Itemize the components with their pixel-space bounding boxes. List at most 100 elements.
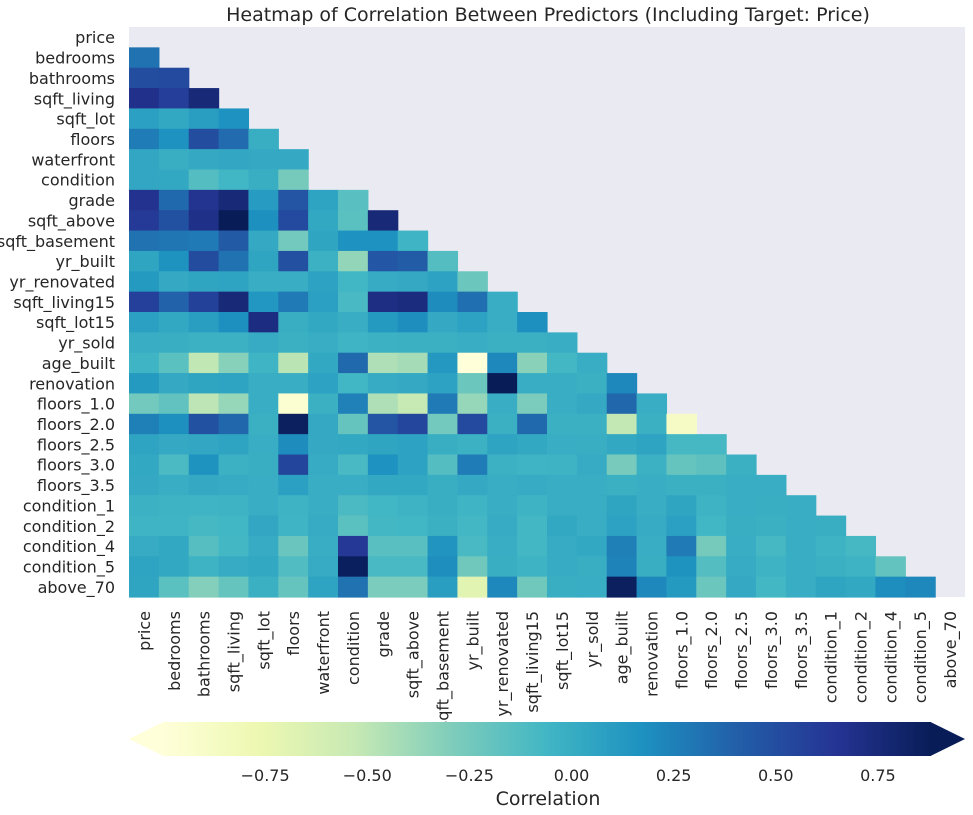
- heatmap-cell-above_70-floors_2.5: [726, 576, 757, 598]
- heatmap-cell-floors_2.5-renovation: [636, 434, 668, 456]
- heatmap-cell-renovation-sqft_basement: [427, 373, 459, 395]
- heatmap-cell-condition_2-sqft_above: [397, 515, 429, 537]
- heatmap-cell-floors_2.5-floors_2.0: [696, 434, 727, 456]
- heatmap-cell-condition_2-yr_sold: [576, 515, 608, 537]
- heatmap-cell-floors_2.0-floors_1.0: [666, 413, 697, 435]
- heatmap-cell-floors_3.0-yr_renovated: [487, 454, 518, 476]
- heatmap-cell-yr_built-bathrooms: [188, 250, 220, 272]
- heatmap-cell-condition_5-grade: [367, 556, 399, 578]
- heatmap-cell-renovation-yr_built: [457, 373, 488, 395]
- heatmap-cell-floors_2.5-grade: [367, 434, 399, 456]
- column-label-grade: grade: [374, 611, 393, 658]
- column-label-floors: floors: [284, 611, 303, 656]
- heatmap-cell-floors_3.0-renovation: [636, 454, 668, 476]
- heatmap-cell-floors_2.0-sqft_living: [218, 413, 250, 435]
- heatmap-cell-floors_2.0-sqft_lot: [248, 413, 279, 435]
- heatmap-cell-condition-sqft_living: [218, 169, 250, 191]
- heatmap-cell-age_built-sqft_living15: [517, 352, 548, 374]
- heatmap-cell-condition_2-floors_2.5: [726, 515, 757, 537]
- heatmap-cell-floors_2.0-price: [129, 413, 160, 435]
- column-label-sqft_lot: sqft_lot: [254, 611, 274, 670]
- row-label-renovation: renovation: [29, 374, 115, 393]
- heatmap-cell-condition_1-grade: [367, 495, 399, 517]
- heatmap-cell-condition_5-condition_4: [875, 556, 906, 578]
- heatmap-cell-yr_renovated-condition: [338, 271, 369, 293]
- heatmap-cell-condition_1-condition: [338, 495, 369, 517]
- heatmap-cell-floors_1.0-sqft_lot15: [547, 393, 578, 415]
- heatmap-cell-condition_1-bathrooms: [188, 495, 220, 517]
- heatmap-cell-waterfront-bedrooms: [158, 149, 190, 171]
- heatmap-cell-yr_built-floors: [278, 250, 309, 272]
- heatmap-cell-floors_1.0-grade: [367, 393, 399, 415]
- heatmap-cell-condition_1-floors: [278, 495, 309, 517]
- row-label-price: price: [75, 28, 115, 47]
- heatmap-cell-yr_renovated-sqft_basement: [427, 271, 459, 293]
- heatmap-cell-condition_1-sqft_living15: [517, 495, 548, 517]
- heatmap-cell-condition_5-condition_2: [845, 556, 877, 578]
- heatmap-cell-condition_4-sqft_lot: [248, 535, 279, 557]
- heatmap-cell-renovation-price: [129, 373, 160, 395]
- column-label-floors_3.0: floors_3.0: [762, 611, 782, 689]
- heatmap-cell-condition_5-sqft_lot: [248, 556, 279, 578]
- heatmap-cell-grade-sqft_lot: [248, 189, 279, 211]
- heatmap-cell-renovation-condition: [338, 373, 369, 395]
- heatmap-cell-condition_2-condition: [338, 515, 369, 537]
- heatmap-cell-condition_1-sqft_lot: [248, 495, 279, 517]
- heatmap-cell-renovation-bedrooms: [158, 373, 190, 395]
- heatmap-cell-floors_2.0-waterfront: [308, 413, 339, 435]
- heatmap-cell-condition_2-sqft_basement: [427, 515, 459, 537]
- heatmap-cell-condition_4-sqft_above: [397, 535, 429, 557]
- heatmap-cell-above_70-condition_1: [815, 576, 847, 598]
- row-label-condition: condition: [41, 171, 115, 190]
- heatmap-cell-above_70-floors_1.0: [666, 576, 697, 598]
- row-label-condition_1: condition_1: [23, 496, 115, 516]
- row-label-floors: floors: [70, 130, 115, 149]
- heatmap-cell-floors_2.0-sqft_lot15: [547, 413, 578, 435]
- heatmap-cell-floors_2.5-yr_sold: [576, 434, 608, 456]
- heatmap-cell-condition_1-renovation: [636, 495, 668, 517]
- heatmap-cell-floors_3.0-yr_built: [457, 454, 488, 476]
- heatmap-cell-age_built-yr_built: [457, 352, 488, 374]
- heatmap-cell-floors_3.5-sqft_living15: [517, 474, 548, 496]
- heatmap-cell-sqft_basement-condition: [338, 230, 369, 252]
- heatmap-cell-condition_5-sqft_living: [218, 556, 250, 578]
- heatmap-cell-floors_3.5-yr_built: [457, 474, 488, 496]
- heatmap-cell-condition_5-bedrooms: [158, 556, 190, 578]
- heatmap-cell-condition_4-floors_3.0: [756, 535, 787, 557]
- heatmap-cell-floors_2.5-floors_1.0: [666, 434, 697, 456]
- heatmap-cell-above_70-floors_3.0: [756, 576, 787, 598]
- heatmap-cell-floors_3.0-floors_2.0: [696, 454, 727, 476]
- heatmap-cell-floors_3.5-floors: [278, 474, 309, 496]
- heatmap-cell-condition_2-bedrooms: [158, 515, 190, 537]
- row-label-condition_2: condition_2: [23, 517, 115, 537]
- heatmap-cell-floors_3.5-floors_2.0: [696, 474, 727, 496]
- column-label-price: price: [135, 611, 154, 651]
- colorbar-tick-label: 0.50: [758, 766, 794, 785]
- heatmap-cell-renovation-age_built: [606, 373, 638, 395]
- heatmap-cell-sqft_living-price: [129, 88, 160, 110]
- heatmap-cell-sqft_above-sqft_lot: [248, 210, 279, 232]
- heatmap-cell-above_70-price: [129, 576, 160, 598]
- heatmap-cell-yr_renovated-yr_built: [457, 271, 488, 293]
- heatmap-cell-sqft_above-waterfront: [308, 210, 339, 232]
- heatmap-cell-sqft_above-grade: [367, 210, 399, 232]
- heatmap-cell-floors_2.5-bedrooms: [158, 434, 190, 456]
- column-label-bathrooms: bathrooms: [195, 611, 214, 697]
- heatmap-cell-condition_2-floors_1.0: [666, 515, 697, 537]
- heatmap-cell-floors_2.0-age_built: [606, 413, 638, 435]
- heatmap-cell-floors_3.0-waterfront: [308, 454, 339, 476]
- heatmap-cell-floors_2.5-sqft_lot15: [547, 434, 578, 456]
- heatmap-cell-yr_sold-yr_renovated: [487, 332, 518, 354]
- colorbar: −0.75 −0.50 −0.25 0.00 0.25 0.50 0.75 Correlat…: [129, 722, 965, 810]
- heatmap-cell-above_70-sqft_above: [397, 576, 429, 598]
- heatmap-cell-yr_built-sqft_basement: [427, 250, 459, 272]
- heatmap-cell-above_70-floors: [278, 576, 309, 598]
- heatmap-cell-condition_5-renovation: [636, 556, 668, 578]
- heatmap-cell-condition_5-floors_3.0: [756, 556, 787, 578]
- heatmap-cell-floors_3.0-yr_sold: [576, 454, 608, 476]
- heatmap-cell-sqft_lot15-sqft_basement: [427, 312, 459, 333]
- row-label-sqft_lot: sqft_lot: [56, 110, 115, 130]
- heatmap-cell-above_70-sqft_lot15: [547, 576, 578, 598]
- heatmap-cell-floors_2.5-price: [129, 434, 160, 456]
- heatmap-cell-sqft_lot15-floors: [278, 312, 309, 333]
